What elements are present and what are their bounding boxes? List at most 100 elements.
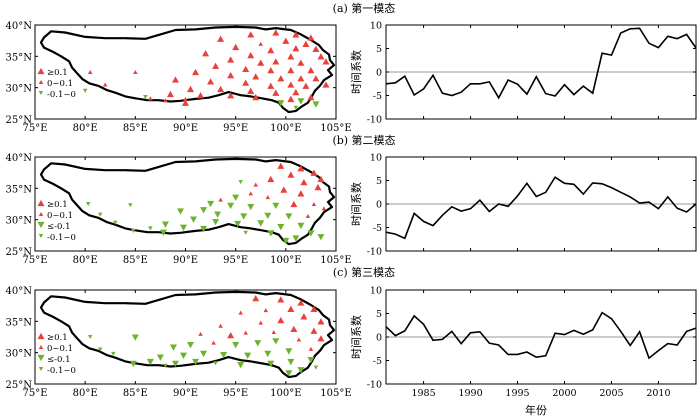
map-lat-tick-label: 40°N	[6, 153, 33, 164]
map-lon-tick-label: 75°E	[22, 123, 47, 134]
map-lat-tick-label: 25°N	[6, 380, 33, 391]
station-negative-marker	[307, 230, 315, 237]
ts-x-tick-label: 2010	[646, 388, 670, 399]
legend-marker	[37, 221, 45, 229]
ts-y-tick-label: 10	[370, 286, 382, 297]
station-negative-marker	[176, 208, 184, 215]
map-legend: ≥0.10~0.1-0.1~0	[37, 67, 76, 100]
map-lon-tick-label: 95°E	[223, 388, 248, 399]
station-negative-marker	[179, 352, 187, 359]
plateau-outline	[39, 290, 336, 379]
station-positive-marker	[308, 346, 314, 351]
map-legend: ≥0.10~0.1≤-0.1-0.1~0	[37, 199, 76, 243]
station-positive-marker	[166, 90, 174, 98]
station-negative-marker	[240, 213, 248, 220]
station-positive-marker	[312, 45, 320, 52]
station-negative-marker	[297, 367, 305, 374]
station-negative-marker	[207, 200, 215, 208]
station-positive-marker	[297, 190, 305, 197]
map-lon-tick-label: 105°E	[320, 388, 351, 399]
station-negative-marker	[272, 202, 280, 210]
station-map: 75°E 80°E 85°E 90°E 95°E 100°E 105°E 40°N 35°N 30…	[6, 286, 352, 399]
legend-label: ≤-0.1	[47, 222, 71, 232]
station-positive-marker	[271, 329, 277, 335]
station-positive-marker	[322, 81, 330, 88]
ts-series-line	[385, 311, 697, 360]
station-map: 75°E 80°E 85°E 90°E 95°E 100°E 105°E 40°N 35°N 30…	[6, 153, 352, 266]
station-positive-marker	[232, 43, 240, 51]
station-negative-marker	[179, 224, 187, 231]
station-negative-marker	[161, 221, 169, 228]
station-positive-marker	[218, 323, 223, 328]
ts-y-tick-label: 5	[376, 44, 382, 55]
station-negative-marker	[200, 225, 208, 233]
station-positive-marker	[211, 340, 216, 345]
station-positive-marker	[247, 87, 255, 94]
station-negative-marker	[264, 350, 272, 358]
station-positive-marker	[310, 305, 318, 312]
station-positive-marker	[300, 313, 308, 320]
legend-label: 0~0.1	[47, 344, 73, 354]
station-negative-marker	[267, 360, 275, 368]
station-positive-marker	[267, 46, 275, 54]
station-positive-marker	[297, 59, 305, 66]
map-legend: ≥0.10~0.1≤-0.1-0.1~0	[37, 332, 76, 376]
station-positive-marker	[322, 58, 330, 65]
station-positive-marker	[307, 93, 315, 101]
station-negative-marker	[277, 224, 285, 231]
map-lat-tick-label: 40°N	[6, 21, 33, 32]
ts-y-tick-label: 0	[376, 68, 382, 79]
panel-title: (b) 第二模态	[332, 133, 395, 147]
station-positive-marker	[197, 92, 205, 99]
legend-label: ≥0.1	[47, 200, 68, 210]
station-positive-marker	[242, 65, 250, 73]
station-positive-marker	[312, 75, 320, 82]
ts-x-tick-label: 2005	[599, 388, 623, 399]
map-lon-tick-label: 100°E	[270, 255, 301, 266]
ts-y-axis-label: 时间系数	[350, 315, 363, 359]
legend-marker	[37, 354, 45, 362]
time-series-x-axis-label: 年份	[525, 403, 547, 417]
station-negative-marker	[243, 230, 248, 235]
station-negative-marker	[312, 101, 320, 108]
station-positive-marker	[267, 66, 275, 74]
map-lon-tick-label: 80°E	[73, 255, 98, 266]
station-negative-marker	[232, 194, 240, 201]
station-positive-marker	[253, 182, 258, 187]
station-positive-marker	[202, 50, 210, 57]
panel-b: (b) 第二模态 75°E 80°E 85°E 90°E 95°E 100°E 105°E 40…	[6, 133, 697, 266]
station-positive-marker	[280, 186, 288, 193]
station-positive-marker	[287, 53, 295, 60]
legend-marker	[38, 90, 44, 96]
station-negative-marker	[272, 338, 280, 345]
station-negative-marker	[297, 222, 305, 230]
ts-x-tick-label: 1990	[458, 388, 482, 399]
station-positive-marker	[317, 175, 325, 183]
station-negative-marker	[285, 213, 293, 220]
station-positive-marker	[87, 69, 93, 75]
station-negative-marker	[285, 370, 293, 377]
station-positive-marker	[247, 31, 255, 38]
map-lon-tick-label: 105°E	[320, 255, 351, 266]
map-lon-tick-label: 105°E	[320, 123, 351, 134]
station-positive-marker	[300, 178, 308, 186]
map-frame	[34, 156, 337, 252]
station-negative-marker	[169, 344, 177, 351]
station-negative-marker	[267, 230, 275, 237]
map-lat-tick-label: 25°N	[6, 115, 33, 126]
map-lon-tick-label: 100°E	[270, 123, 301, 134]
station-negative-marker	[85, 201, 91, 207]
map-lon-tick-label: 85°E	[123, 123, 148, 134]
station-negative-marker	[148, 226, 153, 231]
station-positive-marker	[317, 318, 325, 325]
station-positive-marker	[290, 200, 298, 208]
station-negative-marker	[131, 334, 139, 341]
legend-marker	[37, 332, 45, 340]
panels-container: (a) 第一模态 75°E 80°E 85°E 90°E 95°E 100°E 105°E 40…	[6, 1, 697, 399]
station-positive-marker	[290, 325, 298, 333]
station-positive-marker	[302, 82, 310, 89]
legend-label: ≤-0.1	[47, 355, 71, 365]
legend-label: ≥0.1	[47, 68, 68, 78]
station-negative-marker	[111, 351, 116, 356]
station-positive-marker	[317, 335, 325, 342]
